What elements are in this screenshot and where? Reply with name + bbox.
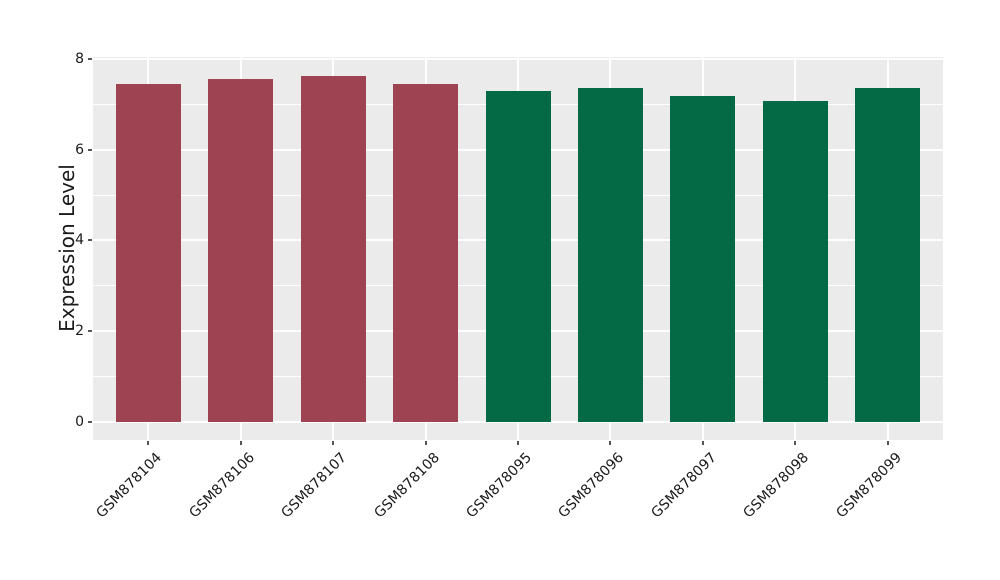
- x-tick-mark: [239, 441, 242, 445]
- bar-GSM878107: [300, 75, 366, 422]
- x-tick-label: GSM878107: [278, 449, 351, 522]
- plot-panel: [93, 57, 943, 440]
- y-axis-title: Expression Level: [55, 164, 79, 332]
- x-tick-mark: [609, 441, 612, 445]
- bar-GSM878098: [762, 100, 828, 422]
- x-tick-label: GSM878104: [93, 449, 166, 522]
- x-tick-mark: [794, 441, 797, 445]
- y-tick-label: 4: [75, 232, 84, 249]
- y-tick-label: 6: [75, 141, 84, 158]
- bar-GSM878106: [208, 79, 274, 422]
- x-tick-label: GSM878108: [371, 449, 443, 522]
- x-tick-label: GSM878097: [648, 449, 720, 522]
- bar-GSM878096: [577, 88, 643, 422]
- x-tick-label: GSM878098: [740, 449, 813, 522]
- y-tick-mark: [88, 421, 92, 423]
- bar-GSM878108: [393, 83, 459, 422]
- x-tick-label: GSM878099: [832, 449, 905, 522]
- bar-GSM878095: [485, 90, 551, 422]
- x-tick-mark: [147, 441, 150, 445]
- x-tick-mark: [517, 441, 519, 445]
- y-tick-label: 8: [75, 50, 84, 67]
- x-tick-mark: [424, 441, 427, 445]
- x-tick-mark: [332, 441, 335, 445]
- y-tick-mark: [88, 330, 92, 333]
- bar-GSM878097: [670, 96, 736, 422]
- x-tick-label: GSM878106: [186, 449, 258, 522]
- y-tick-mark: [88, 239, 92, 242]
- y-tick-label: 0: [75, 414, 84, 430]
- bar-GSM878104: [115, 83, 181, 422]
- y-tick-label: 2: [75, 323, 84, 340]
- x-tick-label: GSM878096: [555, 449, 628, 522]
- y-tick-mark: [88, 57, 92, 60]
- x-tick-label: GSM878095: [463, 449, 536, 522]
- x-tick-mark: [701, 441, 704, 445]
- bar-GSM878099: [855, 88, 921, 422]
- y-tick-mark: [88, 148, 92, 151]
- x-tick-mark: [886, 441, 889, 445]
